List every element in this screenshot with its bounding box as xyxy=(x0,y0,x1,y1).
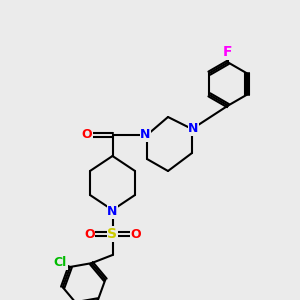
Text: O: O xyxy=(84,227,95,241)
Text: O: O xyxy=(130,227,141,241)
Text: Cl: Cl xyxy=(54,256,67,269)
Text: F: F xyxy=(223,45,233,59)
Text: S: S xyxy=(107,227,118,241)
Text: N: N xyxy=(107,205,118,218)
Text: N: N xyxy=(140,128,151,142)
Text: N: N xyxy=(188,122,199,136)
Text: O: O xyxy=(82,128,92,142)
